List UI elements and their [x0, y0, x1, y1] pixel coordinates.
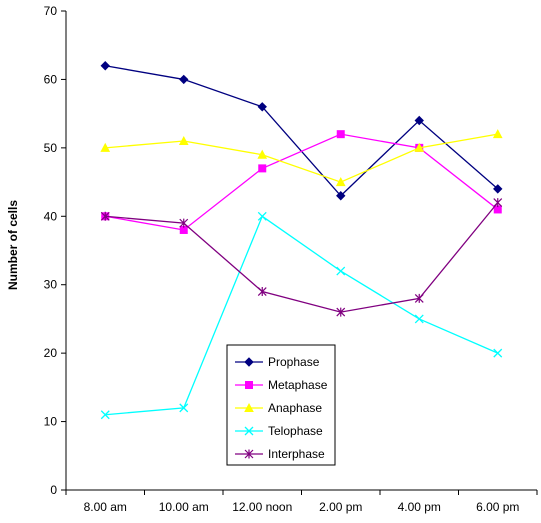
series-telophase	[100, 211, 503, 420]
data-point-metaphase	[336, 130, 345, 139]
legend-item-anaphase: Anaphase	[235, 401, 322, 415]
data-point-prophase	[179, 74, 189, 85]
x-tick-label: 10.00 am	[159, 500, 209, 514]
data-point-prophase	[100, 61, 110, 71]
series-interphase	[100, 198, 503, 317]
x-tick-label: 8.00 am	[84, 500, 127, 514]
legend-item-prophase: Prophase	[235, 355, 320, 369]
y-axis-label: Number of cells	[6, 200, 20, 290]
data-point-telophase	[179, 403, 189, 413]
legend-label: Anaphase	[268, 401, 322, 415]
x-axis-ticks: 8.00 am 10.00 am 12.00 noon 2.00 pm 4.00 pm 6…	[65, 490, 538, 514]
series-group	[100, 61, 503, 420]
y-tick-label: 60	[44, 72, 58, 86]
data-point-prophase	[414, 115, 424, 126]
data-point-anaphase	[335, 177, 346, 187]
legend-marker-metaphase	[245, 381, 253, 389]
series-line-metaphase	[105, 133, 499, 231]
data-point-prophase	[493, 184, 503, 194]
y-tick-label: 50	[44, 141, 58, 155]
data-point-prophase	[257, 102, 267, 112]
data-point-anaphase	[178, 135, 189, 146]
x-tick-label: 2.00 pm	[319, 500, 362, 514]
y-tick-label: 70	[44, 4, 58, 18]
legend: Prophase Metaphase Anaphase Telophase Interp…	[226, 344, 336, 466]
data-point-interphase	[414, 293, 424, 303]
series-line-telophase	[105, 215, 499, 416]
data-point-anaphase	[257, 149, 268, 159]
series-line-interphase	[105, 202, 499, 313]
legend-item-telophase: Telophase	[235, 424, 323, 438]
data-point-prophase	[336, 191, 346, 201]
data-point-interphase	[336, 307, 346, 317]
series-line-prophase	[105, 65, 499, 197]
data-point-telophase	[493, 348, 503, 358]
x-tick-label: 6.00 pm	[476, 500, 519, 514]
legend-label: Metaphase	[268, 378, 328, 392]
y-tick-label: 20	[44, 346, 58, 360]
series-anaphase	[100, 129, 503, 187]
legend-marker-interphase	[244, 449, 254, 459]
data-point-metaphase	[258, 164, 267, 173]
legend-marker-anaphase	[244, 402, 254, 412]
legend-label: Interphase	[268, 447, 325, 461]
series-line-anaphase	[105, 133, 498, 183]
x-tick-label: 4.00 pm	[398, 500, 441, 514]
data-point-interphase	[100, 211, 110, 221]
data-point-interphase	[179, 218, 189, 228]
data-point-telophase	[336, 266, 346, 276]
series-metaphase	[101, 130, 502, 234]
y-tick-label: 10	[44, 415, 58, 429]
legend-box	[226, 344, 336, 466]
legend-label: Telophase	[268, 424, 323, 438]
data-point-telophase	[257, 211, 267, 221]
legend-marker-telophase	[244, 426, 254, 436]
data-point-interphase	[257, 287, 267, 297]
data-point-anaphase	[492, 129, 503, 139]
x-tick-label: 12.00 noon	[232, 500, 292, 514]
data-point-telophase	[414, 314, 424, 324]
legend-label: Prophase	[268, 355, 320, 369]
legend-item-interphase: Interphase	[235, 447, 325, 461]
data-point-anaphase	[414, 142, 425, 152]
legend-item-metaphase: Metaphase	[235, 378, 328, 392]
legend-marker-prophase	[244, 357, 254, 367]
series-prophase	[100, 61, 503, 201]
y-tick-label: 0	[50, 483, 57, 497]
y-tick-label: 40	[44, 209, 58, 223]
data-point-anaphase	[100, 142, 111, 152]
y-axis-ticks: 0 10 20 30 40 50 60 70	[44, 4, 66, 497]
data-point-telophase	[100, 410, 110, 420]
y-tick-label: 30	[44, 278, 58, 292]
data-point-interphase	[493, 198, 503, 208]
